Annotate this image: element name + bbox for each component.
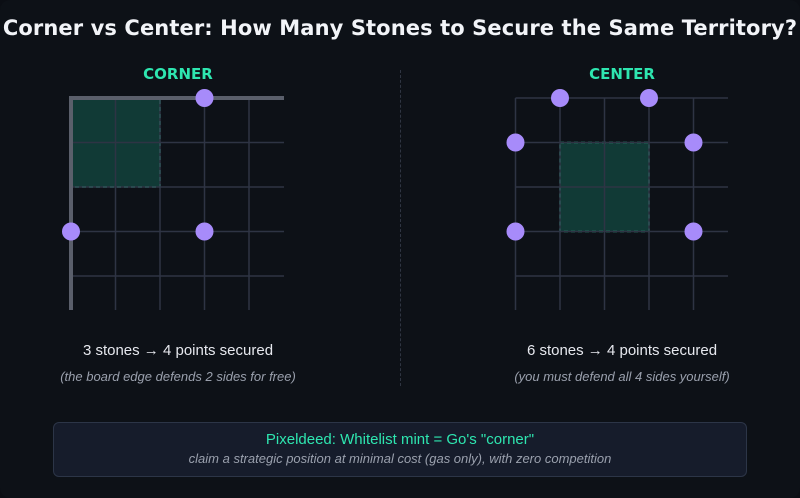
stone [506, 133, 525, 152]
center-stones [506, 89, 703, 241]
stone [684, 222, 703, 241]
stone [506, 222, 525, 241]
stone [684, 133, 703, 152]
callout-headline: Pixeldeed: Whitelist mint = Go's "corner… [265, 431, 535, 448]
callout-subtext: claim a strategic position at minimal co… [188, 451, 612, 466]
corner-grid-lines [71, 98, 284, 310]
center-note: (you must defend all 4 sides yourself) [514, 369, 730, 384]
panel-divider [400, 70, 401, 386]
callout-box: Pixeldeed: Whitelist mint = Go's "corner… [53, 422, 747, 477]
stone [195, 222, 214, 241]
center-grid-lines [514, 97, 728, 310]
corner-stones-text: 3 stones → 4 points secured [82, 342, 274, 359]
center-stones-text: 6 stones → 4 points secured [526, 342, 718, 359]
stone [551, 89, 569, 107]
stone [195, 89, 214, 107]
stone [62, 222, 80, 241]
corner-board [62, 89, 284, 310]
stone [640, 89, 658, 107]
center-board [506, 89, 728, 310]
corner-note: (the board edge defends 2 sides for free… [60, 369, 296, 384]
center-label: CENTER [589, 65, 655, 83]
corner-stones [62, 89, 214, 241]
page-title: Corner vs Center: How Many Stones to Sec… [2, 16, 798, 40]
corner-label: CORNER [143, 65, 213, 83]
